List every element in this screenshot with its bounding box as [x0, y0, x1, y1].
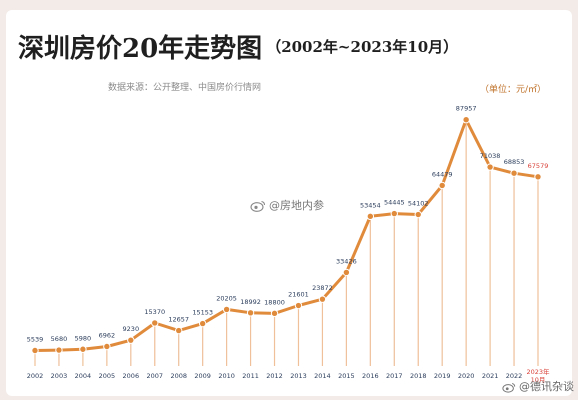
data-point	[127, 336, 135, 344]
x-tick-label: 2016	[362, 372, 379, 380]
x-tick-label: 2015	[338, 372, 355, 380]
value-label: 9230	[123, 325, 140, 333]
value-label: 5680	[51, 335, 68, 343]
watermark-weibo: @房地内参	[250, 197, 324, 213]
value-label: 18800	[264, 298, 285, 306]
data-point	[246, 309, 255, 317]
value-label: 54102	[408, 200, 429, 208]
data-points	[31, 116, 542, 355]
value-label: 5539	[27, 336, 44, 344]
x-tick-label: 2010	[218, 372, 235, 380]
watermark-bottom: @德讯杂谈	[502, 378, 574, 394]
x-tick-label: 2023年 10月	[526, 367, 550, 384]
value-label: 68853	[504, 158, 525, 166]
data-point	[79, 345, 87, 353]
data-point	[222, 305, 231, 314]
value-label: 87957	[456, 105, 477, 113]
x-tick-label: 2007	[146, 372, 163, 380]
x-tick-label: 2002	[27, 372, 44, 380]
weibo-icon	[250, 200, 266, 212]
data-point	[175, 326, 183, 335]
x-tick-label: 2005	[99, 372, 116, 380]
data-point	[318, 295, 327, 303]
weibo-icon	[502, 382, 516, 393]
data-point	[151, 319, 159, 327]
title-block: 深圳房价20年走势图 （2002年~2023年10月）	[18, 28, 458, 65]
value-label: 67579	[528, 162, 549, 170]
value-labels: 5539 5680 5980 6962 9230 15370126571515320205…	[27, 105, 549, 344]
chart-title: 深圳房价20年走势图	[18, 34, 263, 64]
x-tick-label: 2012	[266, 372, 283, 380]
value-label: 20205	[216, 294, 237, 302]
x-tick-label: 2022	[506, 372, 523, 380]
x-tick-label: 2009	[194, 372, 211, 380]
x-tick-label: 2008	[170, 372, 187, 380]
x-axis-labels: 2002 2003 2004 2005 2006 2007 2008 2009 2010 2011…	[27, 367, 550, 384]
data-point	[198, 319, 207, 328]
data-point	[366, 212, 375, 221]
value-label: 6962	[99, 332, 116, 340]
value-label: 18992	[240, 298, 261, 306]
value-label: 64479	[432, 171, 453, 179]
data-point	[486, 163, 494, 171]
data-point	[31, 346, 39, 355]
value-label: 54445	[384, 199, 405, 207]
series-line	[33, 118, 540, 352]
x-tick-label: 2003	[51, 372, 68, 380]
value-label: 71038	[480, 152, 501, 160]
data-point	[270, 309, 279, 318]
value-label: 23872	[312, 284, 333, 292]
value-label: 15153	[192, 309, 213, 317]
data-point	[390, 209, 398, 218]
data-point	[438, 181, 446, 190]
data-point	[534, 173, 542, 181]
unit-label: （单位：元/㎡）	[479, 85, 546, 95]
x-tick-label: 2019	[434, 372, 451, 380]
data-point	[510, 169, 518, 177]
chart-subtitle: （2002年~2023年10月）	[266, 38, 459, 56]
value-label: 53454	[360, 201, 381, 209]
x-tick-label: 2021	[482, 372, 499, 380]
x-tick-label: 2013	[290, 372, 307, 380]
value-label: 12657	[168, 316, 189, 324]
value-label: 33426	[336, 257, 357, 265]
x-tick-label: 2017	[386, 372, 403, 380]
x-tick-label: 2006	[123, 372, 140, 380]
data-point	[103, 342, 111, 351]
x-tick-label: 2018	[410, 372, 427, 380]
value-label: 5980	[75, 334, 92, 342]
data-source: 数据来源：公开整理、中国房价行情网	[108, 83, 262, 93]
watermark-text: @德讯杂谈	[519, 380, 574, 393]
value-label: 15370	[144, 308, 165, 316]
data-point	[342, 268, 351, 277]
x-tick-label: 2014	[314, 372, 331, 380]
x-tick-label: 2011	[242, 372, 259, 380]
data-point	[294, 301, 303, 310]
stem-lines	[34, 119, 539, 366]
data-point	[414, 210, 422, 219]
x-tick-label: 2004	[75, 372, 92, 380]
chart-card	[6, 10, 572, 396]
value-label: 21601	[288, 291, 309, 299]
watermark-text: @房地内参	[269, 199, 324, 212]
x-tick-label: 2020	[458, 372, 475, 380]
data-point	[55, 346, 63, 354]
data-point	[462, 116, 470, 124]
